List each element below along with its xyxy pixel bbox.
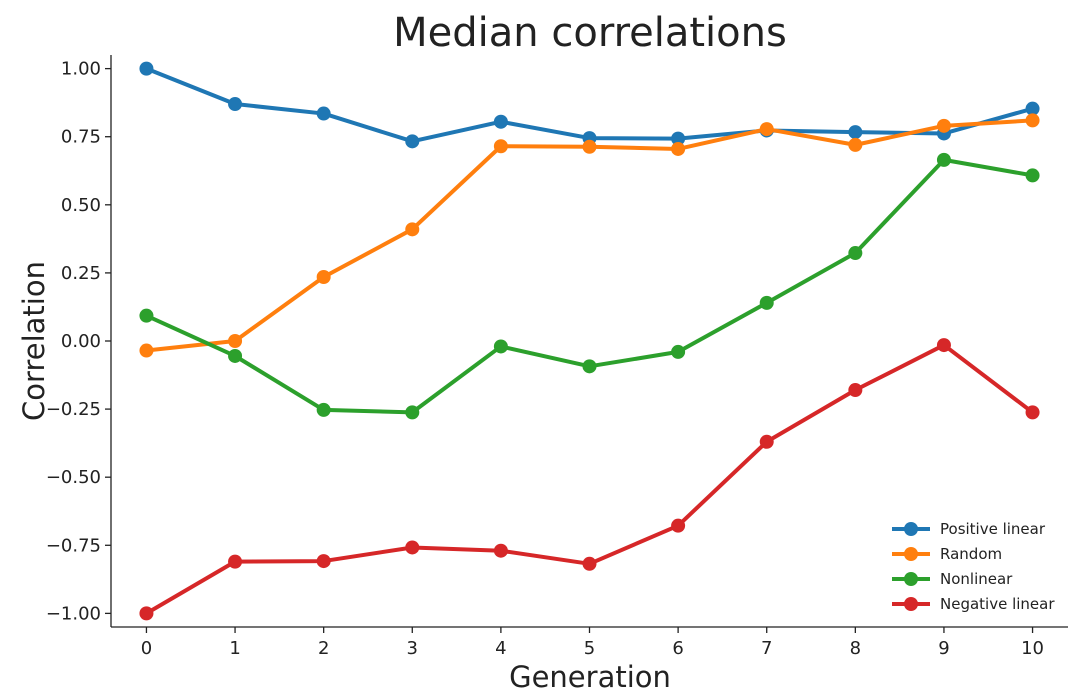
data-point-negative-linear — [848, 383, 863, 398]
y-axis-label: Correlation — [17, 261, 51, 421]
x-tick-label: 0 — [141, 638, 152, 659]
chart-title: Median correlations — [393, 10, 787, 56]
x-tick-label: 4 — [495, 638, 506, 659]
data-point-random — [671, 141, 686, 156]
data-point-negative-linear — [936, 338, 951, 353]
series-nonlinear — [139, 152, 1040, 420]
data-point-negative-linear — [1025, 405, 1040, 420]
series-line-nonlinear — [144, 157, 1035, 415]
legend-swatch-marker — [904, 597, 918, 611]
series-negative-linear — [139, 338, 1040, 621]
x-tick-label: 9 — [938, 638, 949, 659]
legend-item-random: Random — [892, 545, 1002, 563]
y-tick-label: −0.75 — [46, 535, 101, 556]
data-point-positive-linear — [1025, 101, 1040, 116]
x-tick-label: 1 — [229, 638, 240, 659]
x-tick-label: 2 — [318, 638, 329, 659]
x-tick-label: 10 — [1021, 638, 1044, 659]
data-point-nonlinear — [582, 359, 597, 374]
data-point-positive-linear — [228, 97, 243, 112]
data-point-positive-linear — [316, 106, 331, 121]
data-point-nonlinear — [848, 246, 863, 261]
data-point-negative-linear — [582, 556, 597, 571]
data-point-positive-linear — [848, 125, 863, 140]
y-tick-label: 0.50 — [61, 195, 101, 216]
y-tick-label: 0.25 — [61, 263, 101, 284]
data-point-nonlinear — [493, 339, 508, 354]
data-point-positive-linear — [671, 131, 686, 146]
data-point-random — [848, 137, 863, 152]
series-line-negative-linear — [144, 343, 1035, 616]
legend-swatch-marker — [904, 522, 918, 536]
legend-swatch-marker — [904, 547, 918, 561]
legend-item-positive-linear: Positive linear — [892, 520, 1046, 538]
data-point-random — [405, 222, 420, 237]
y-tick-label: −0.50 — [46, 467, 101, 488]
data-point-nonlinear — [936, 152, 951, 167]
data-point-nonlinear — [316, 402, 331, 417]
plot-series — [139, 61, 1040, 621]
data-point-negative-linear — [228, 554, 243, 569]
y-tick-label: −1.00 — [46, 603, 101, 624]
legend-label: Negative linear — [940, 595, 1055, 613]
series-line-random — [144, 118, 1035, 353]
data-point-negative-linear — [493, 543, 508, 558]
data-point-positive-linear — [493, 114, 508, 129]
legend-item-negative-linear: Negative linear — [892, 595, 1055, 613]
data-point-random — [1025, 113, 1040, 128]
data-point-nonlinear — [228, 348, 243, 363]
data-point-negative-linear — [316, 554, 331, 569]
x-axis-ticks: 0 1 2 3 4 5 6 7 8 9 10 — [141, 627, 1044, 659]
legend-label: Nonlinear — [940, 570, 1013, 588]
data-point-negative-linear — [139, 606, 154, 621]
data-point-random — [759, 122, 774, 137]
data-point-random — [228, 334, 243, 348]
data-point-random — [316, 269, 331, 284]
legend: Positive linear Random Nonlinear Negative l… — [892, 520, 1055, 613]
y-tick-label: 1.00 — [61, 59, 101, 80]
data-point-nonlinear — [671, 344, 686, 359]
y-tick-label: 0.75 — [61, 127, 101, 148]
y-tick-label: 0.00 — [61, 331, 101, 352]
data-point-nonlinear — [1025, 168, 1040, 183]
x-axis-label: Generation — [509, 660, 671, 690]
y-axis-ticks: 1.00 0.75 0.50 0.25 0.00 −0.25 −0.50 −0.75 −1.00 — [46, 59, 111, 624]
data-point-nonlinear — [405, 405, 420, 420]
data-point-negative-linear — [671, 518, 686, 533]
series-line-positive-linear — [144, 66, 1035, 144]
data-point-nonlinear — [139, 308, 154, 323]
data-point-negative-linear — [759, 434, 774, 449]
legend-item-nonlinear: Nonlinear — [892, 570, 1013, 588]
x-tick-label: 6 — [672, 638, 683, 659]
data-point-random — [493, 139, 508, 154]
data-point-random — [936, 118, 951, 133]
legend-swatch-marker — [904, 572, 918, 586]
data-point-positive-linear — [405, 134, 420, 149]
legend-label: Random — [940, 545, 1002, 563]
legend-label: Positive linear — [940, 520, 1046, 538]
data-point-positive-linear — [139, 61, 154, 76]
y-tick-label: −0.25 — [46, 399, 101, 420]
data-point-nonlinear — [759, 295, 774, 310]
data-point-negative-linear — [405, 540, 420, 555]
x-tick-label: 7 — [761, 638, 772, 659]
x-tick-label: 5 — [584, 638, 595, 659]
x-tick-label: 3 — [407, 638, 418, 659]
data-point-random — [582, 139, 597, 154]
data-point-random — [139, 343, 154, 358]
x-tick-label: 8 — [850, 638, 861, 659]
series-random — [139, 113, 1040, 358]
